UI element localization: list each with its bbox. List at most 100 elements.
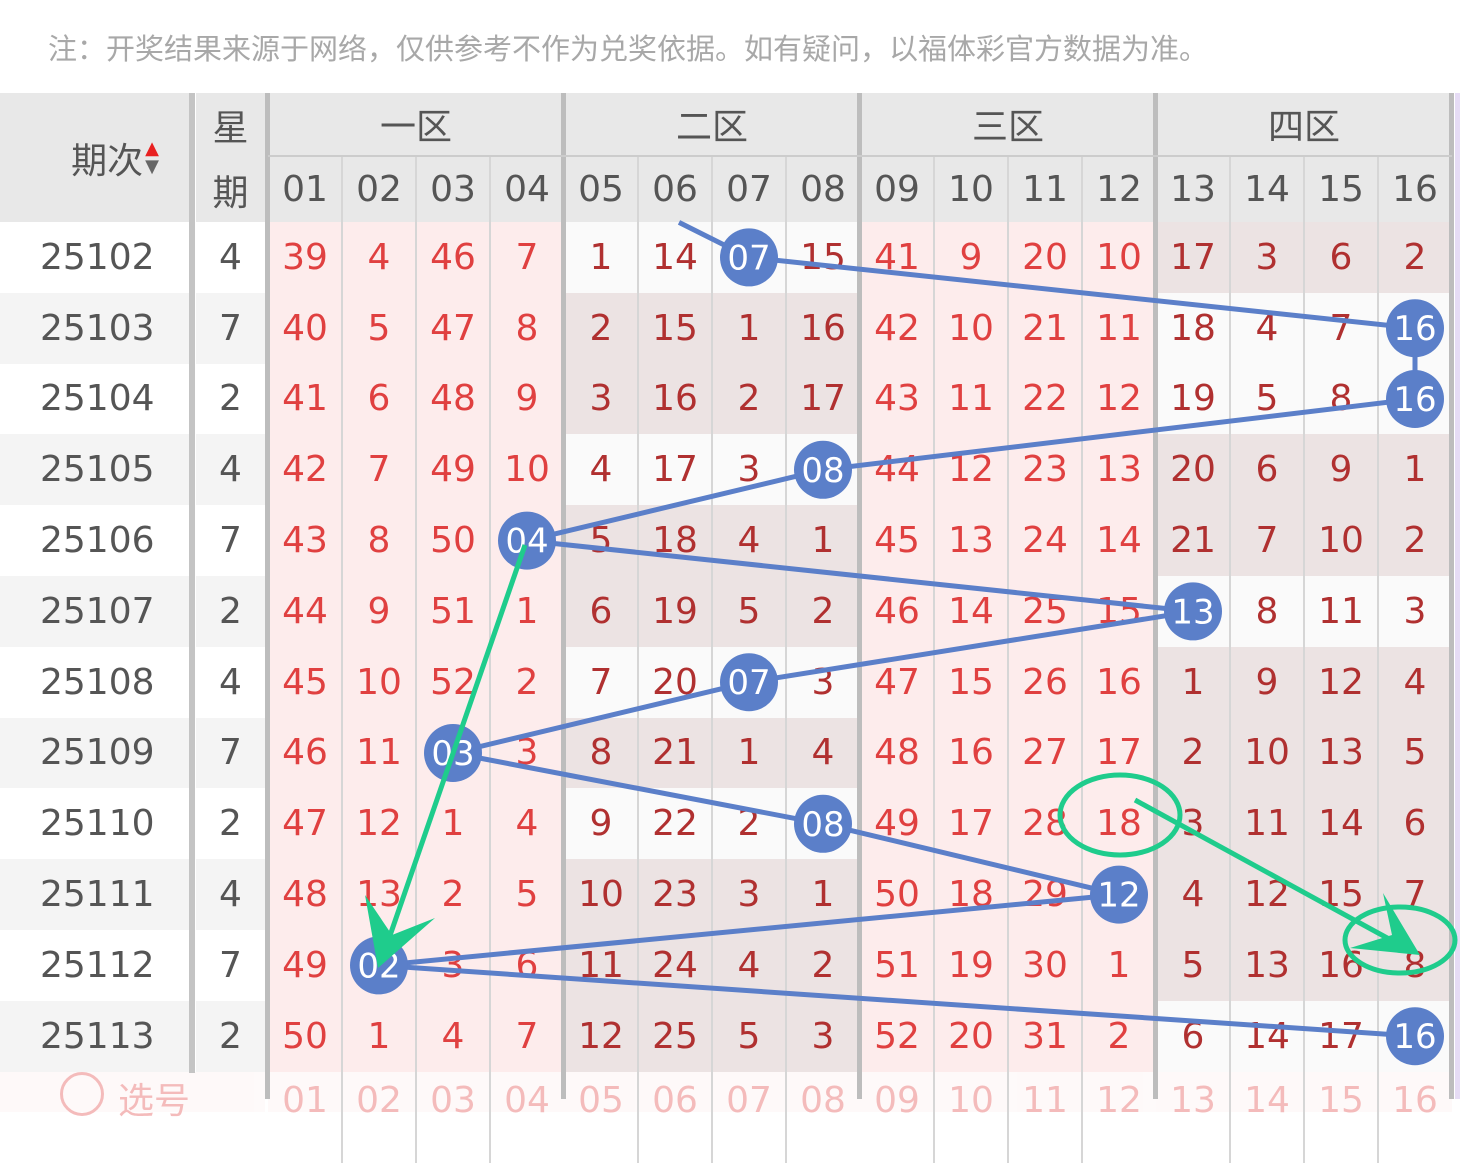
miss-cell: 40 — [268, 292, 342, 364]
select-number-button[interactable]: 07 — [712, 1071, 786, 1121]
miss-cell: 13 — [1304, 717, 1378, 789]
miss-cell: 20 — [1156, 434, 1230, 506]
miss-cell: 3 — [416, 930, 490, 1001]
column-header: 03 — [416, 157, 490, 222]
miss-cell: 1 — [1378, 434, 1452, 506]
select-number-button[interactable]: 08 — [786, 1071, 860, 1121]
miss-cell: 47 — [268, 788, 342, 860]
miss-cell: 10 — [934, 292, 1008, 364]
select-number-button[interactable]: 02 — [342, 1071, 416, 1121]
miss-cell: 5 — [712, 1000, 786, 1072]
period-cell: 25105 — [0, 434, 190, 506]
miss-cell: 8 — [1378, 930, 1452, 1001]
miss-cell: 10 — [490, 434, 564, 506]
miss-cell: 23 — [638, 859, 712, 930]
miss-cell: 7 — [1304, 292, 1378, 364]
select-number-button[interactable]: 13 — [1156, 1071, 1230, 1121]
select-number-button[interactable]: 05 — [564, 1071, 638, 1121]
miss-cell: 17 — [1082, 717, 1156, 789]
miss-cell: 1 — [712, 292, 786, 364]
select-number-button[interactable]: 12 — [1082, 1071, 1156, 1121]
miss-cell: 3 — [786, 1000, 860, 1072]
miss-cell: 3 — [786, 646, 860, 718]
period-cell: 25108 — [0, 646, 190, 718]
hit-cell — [1156, 576, 1230, 647]
select-number-button[interactable]: 14 — [1230, 1071, 1304, 1121]
divider — [857, 93, 862, 1099]
hit-cell — [786, 434, 860, 506]
miss-cell: 51 — [416, 576, 490, 647]
miss-cell: 7 — [342, 434, 416, 506]
period-cell: 25102 — [0, 222, 190, 293]
period-cell: 25107 — [0, 576, 190, 647]
miss-cell: 10 — [1230, 717, 1304, 789]
miss-cell: 50 — [416, 505, 490, 576]
miss-cell: 11 — [342, 717, 416, 789]
miss-cell: 19 — [934, 930, 1008, 1001]
miss-cell: 18 — [1156, 292, 1230, 364]
select-number-button[interactable]: 11 — [1008, 1071, 1082, 1121]
period-cell: 25106 — [0, 505, 190, 576]
miss-cell: 30 — [1008, 930, 1082, 1001]
miss-cell: 52 — [860, 1000, 934, 1072]
select-numbers-button[interactable]: 选号 — [0, 1071, 265, 1122]
miss-cell: 9 — [1230, 646, 1304, 718]
miss-cell: 51 — [860, 930, 934, 1001]
miss-cell: 24 — [638, 930, 712, 1001]
hit-cell — [490, 505, 564, 576]
divider — [1377, 157, 1379, 1163]
select-number-button[interactable]: 10 — [934, 1071, 1008, 1121]
sort-icon[interactable]: ▲ ▼ — [145, 137, 159, 177]
miss-cell: 46 — [416, 222, 490, 293]
miss-cell: 7 — [490, 1000, 564, 1072]
miss-cell: 26 — [1008, 646, 1082, 718]
week-cell: 4 — [196, 646, 265, 718]
select-number-button[interactable]: 04 — [490, 1071, 564, 1121]
miss-cell: 50 — [860, 859, 934, 930]
miss-cell: 46 — [268, 717, 342, 789]
divider — [933, 157, 935, 1163]
miss-cell: 11 — [564, 930, 638, 1001]
column-header: 06 — [638, 157, 712, 222]
divider — [265, 93, 270, 1099]
column-header: 02 — [342, 157, 416, 222]
zone-header: 四区 — [1156, 93, 1452, 155]
miss-cell: 11 — [1082, 292, 1156, 364]
miss-cell: 2 — [490, 646, 564, 718]
miss-cell: 16 — [786, 292, 860, 364]
miss-cell: 1 — [1156, 646, 1230, 718]
period-header[interactable]: 期次 ▲ ▼ — [0, 93, 190, 222]
miss-cell: 5 — [1230, 363, 1304, 435]
miss-cell: 48 — [860, 717, 934, 789]
period-cell: 25104 — [0, 363, 190, 435]
miss-cell: 3 — [1230, 222, 1304, 293]
week-cell: 2 — [196, 1000, 265, 1072]
miss-cell: 7 — [1378, 859, 1452, 930]
miss-cell: 5 — [342, 292, 416, 364]
miss-cell: 22 — [1008, 363, 1082, 435]
miss-cell: 20 — [934, 1000, 1008, 1072]
select-number-button[interactable]: 03 — [416, 1071, 490, 1121]
miss-cell: 1 — [416, 788, 490, 860]
miss-cell: 6 — [1304, 222, 1378, 293]
miss-cell: 27 — [1008, 717, 1082, 789]
miss-cell: 17 — [638, 434, 712, 506]
miss-cell: 4 — [1156, 859, 1230, 930]
scrollbar[interactable] — [1455, 93, 1460, 1099]
select-number-button[interactable]: 09 — [860, 1071, 934, 1121]
miss-cell: 43 — [268, 505, 342, 576]
divider — [1007, 157, 1009, 1163]
week-cell: 7 — [196, 930, 265, 1001]
select-number-button[interactable]: 01 — [268, 1071, 342, 1121]
miss-cell: 3 — [564, 363, 638, 435]
miss-cell: 45 — [860, 505, 934, 576]
divider — [1449, 93, 1454, 1099]
miss-cell: 25 — [638, 1000, 712, 1072]
period-cell: 25103 — [0, 292, 190, 364]
select-number-button[interactable]: 15 — [1304, 1071, 1378, 1121]
miss-cell: 4 — [416, 1000, 490, 1072]
select-number-button[interactable]: 16 — [1378, 1071, 1452, 1121]
week-cell: 7 — [196, 505, 265, 576]
miss-cell: 18 — [1082, 788, 1156, 860]
select-number-button[interactable]: 06 — [638, 1071, 712, 1121]
